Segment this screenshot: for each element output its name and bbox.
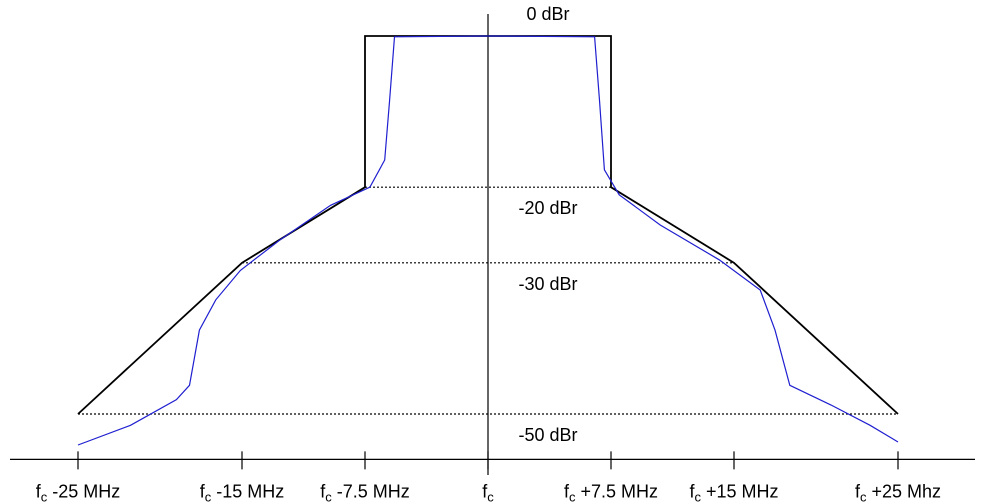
y-tick-label: 0 dBr bbox=[526, 4, 569, 24]
x-tick-label: fc -25 MHz bbox=[36, 481, 121, 504]
tick-text: +7.5 MHz bbox=[575, 481, 658, 501]
x-tick-label: fc +7.5 MHz bbox=[564, 481, 658, 504]
y-tick-label: -50 dBr bbox=[518, 425, 577, 445]
tick-text: -15 MHz bbox=[211, 481, 284, 501]
tick-text: f bbox=[855, 481, 861, 501]
tick-subscript: c bbox=[694, 489, 701, 504]
tick-text: +15 MHz bbox=[701, 481, 779, 501]
tick-subscript: c bbox=[860, 489, 867, 504]
tick-text: f bbox=[482, 481, 488, 501]
tick-text: f bbox=[36, 481, 42, 501]
tick-text: f bbox=[320, 481, 326, 501]
tick-subscript: c bbox=[569, 489, 576, 504]
x-tick-label: fc -7.5 MHz bbox=[320, 481, 410, 504]
x-tick-label: fc bbox=[482, 481, 494, 504]
tick-subscript: c bbox=[487, 489, 494, 504]
tick-subscript: c bbox=[325, 489, 332, 504]
tick-text: -25 MHz bbox=[47, 481, 120, 501]
tick-subscript: c bbox=[205, 489, 212, 504]
tick-text: f bbox=[689, 481, 695, 501]
tick-text: f bbox=[200, 481, 206, 501]
y-tick-label: -20 dBr bbox=[518, 198, 577, 218]
x-tick-label: fc -15 MHz bbox=[200, 481, 285, 504]
tick-text: +25 Mhz bbox=[866, 481, 941, 501]
tick-subscript: c bbox=[41, 489, 48, 504]
series-line bbox=[77, 35, 899, 446]
x-tick-label: fc +25 Mhz bbox=[855, 481, 941, 504]
tick-text: f bbox=[564, 481, 570, 501]
tick-text: -7.5 MHz bbox=[332, 481, 410, 501]
x-tick-label: fc +15 MHz bbox=[689, 481, 778, 504]
y-tick-label: -30 dBr bbox=[518, 274, 577, 294]
